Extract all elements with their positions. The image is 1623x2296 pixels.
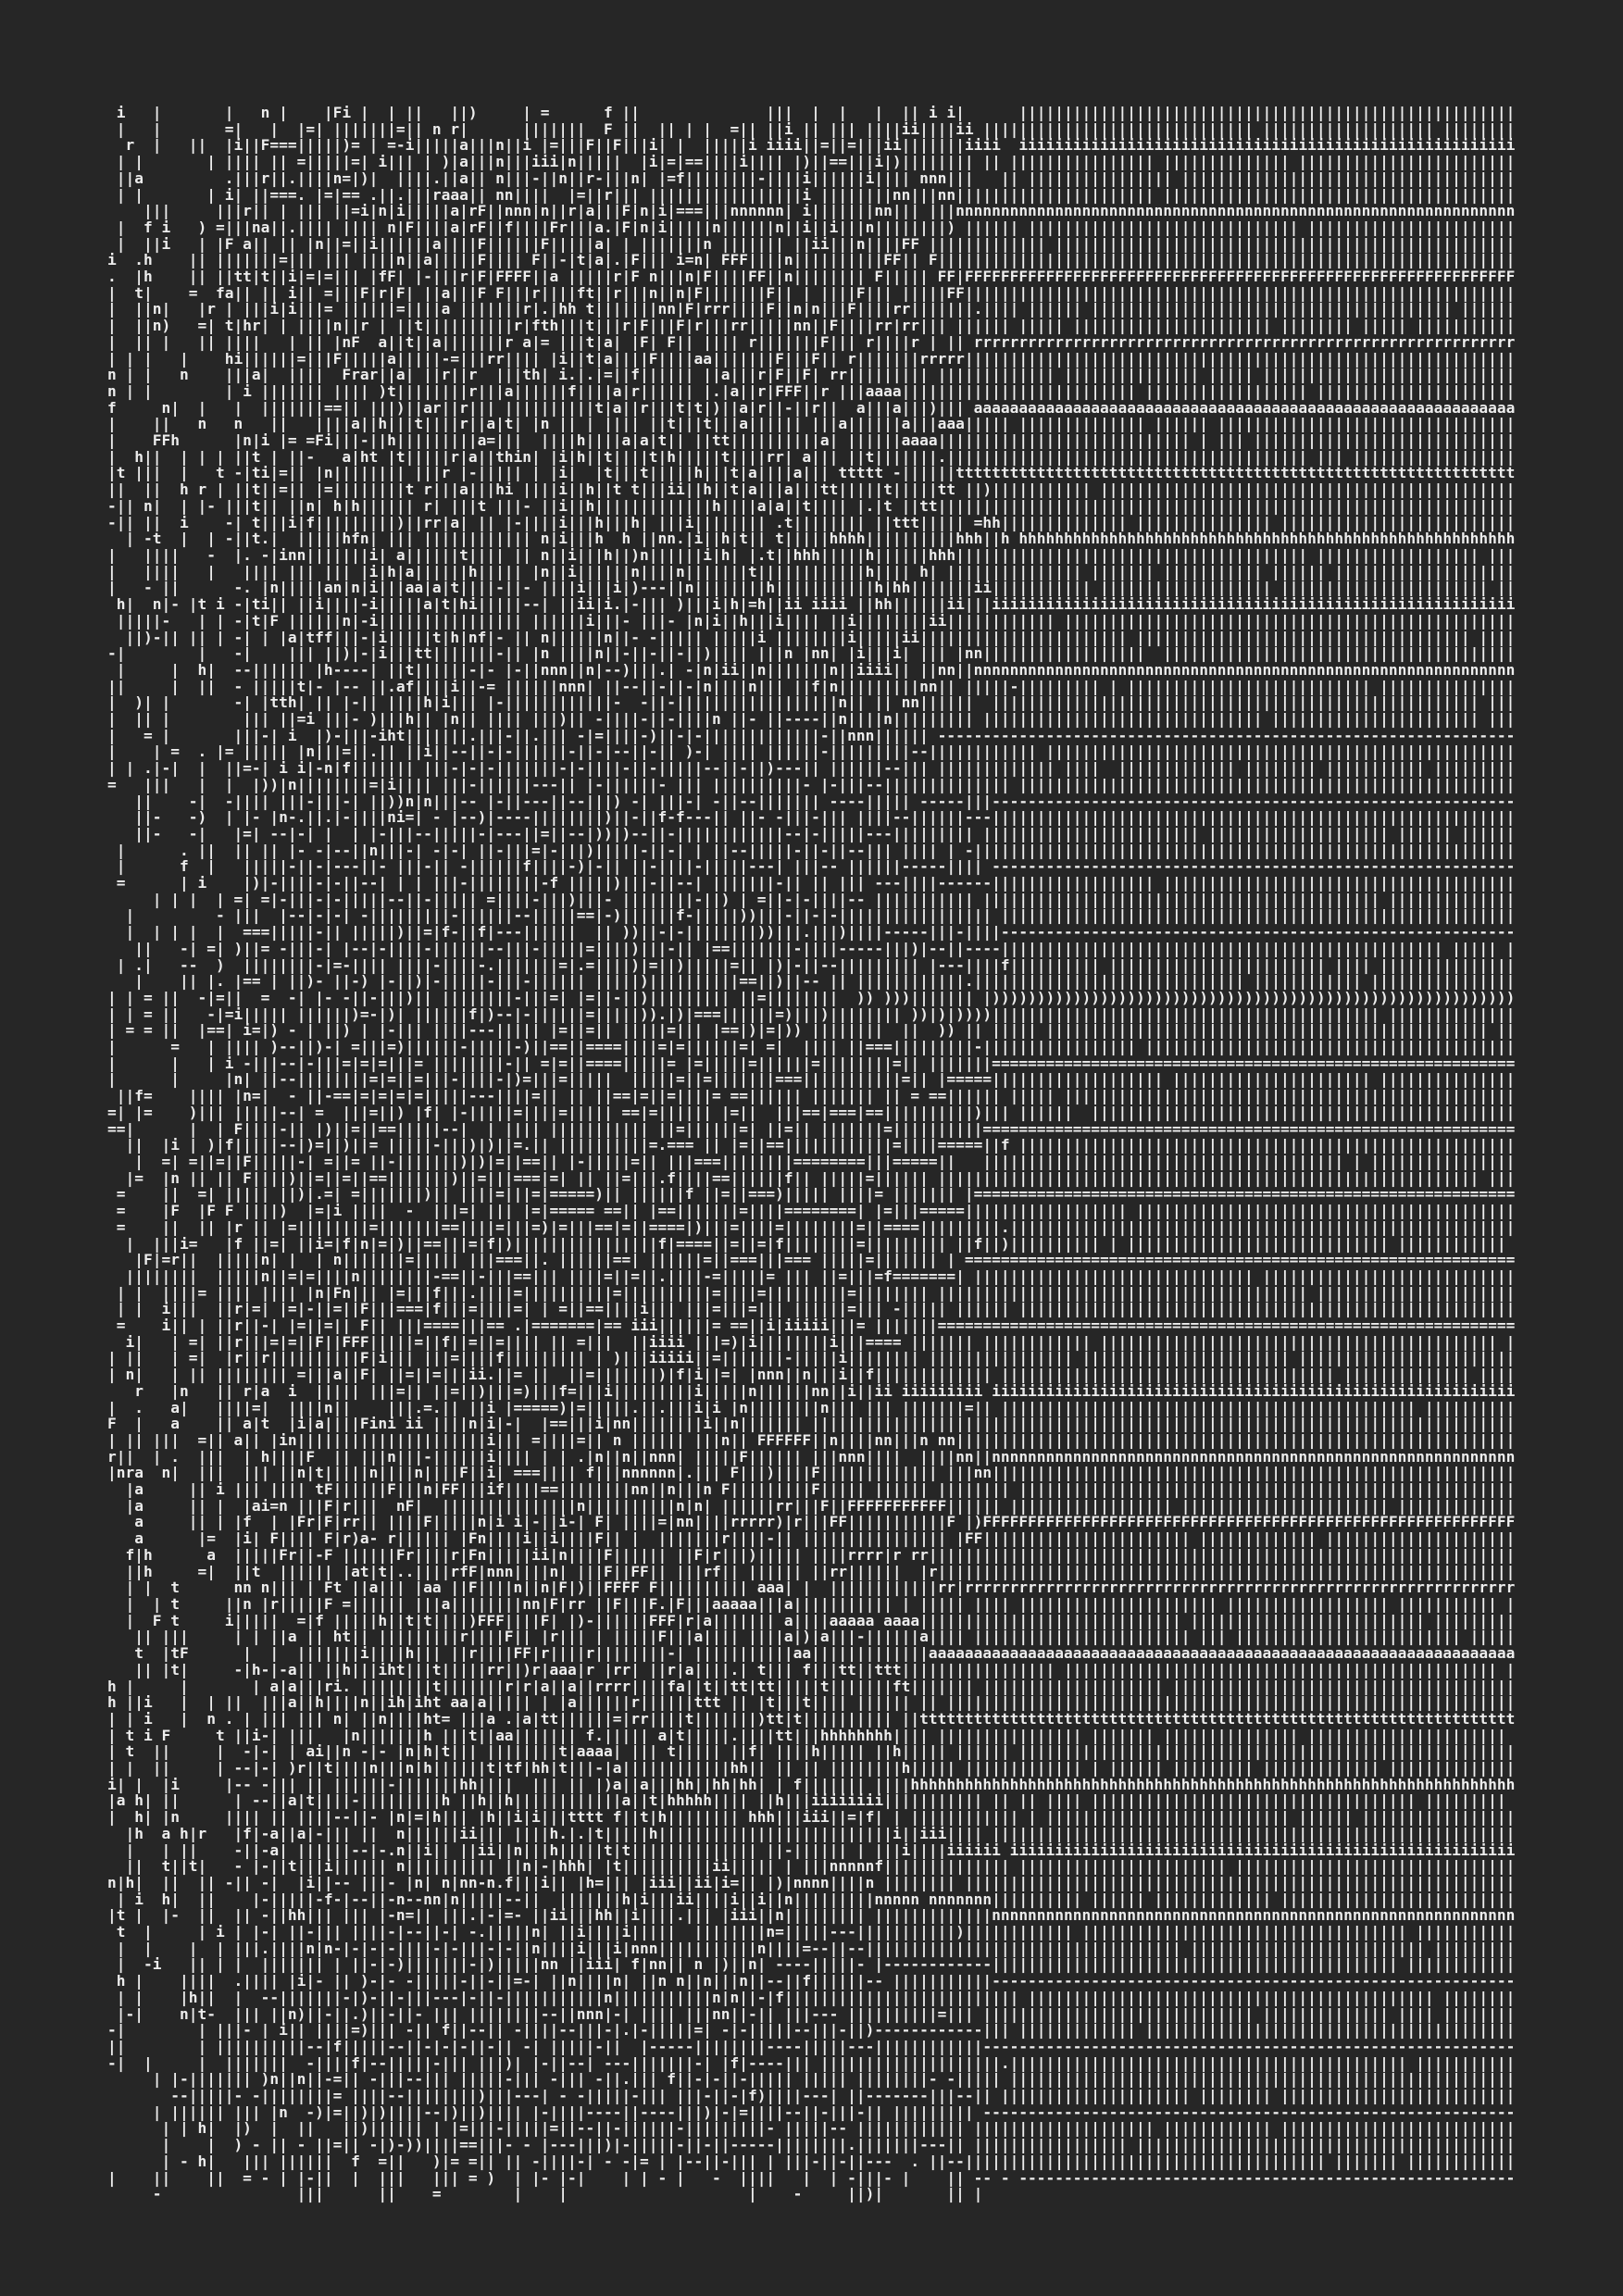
ascii-art-grid: i | | n | |Fi | | || ||) | = f || ||| | … (107, 104, 1516, 2203)
